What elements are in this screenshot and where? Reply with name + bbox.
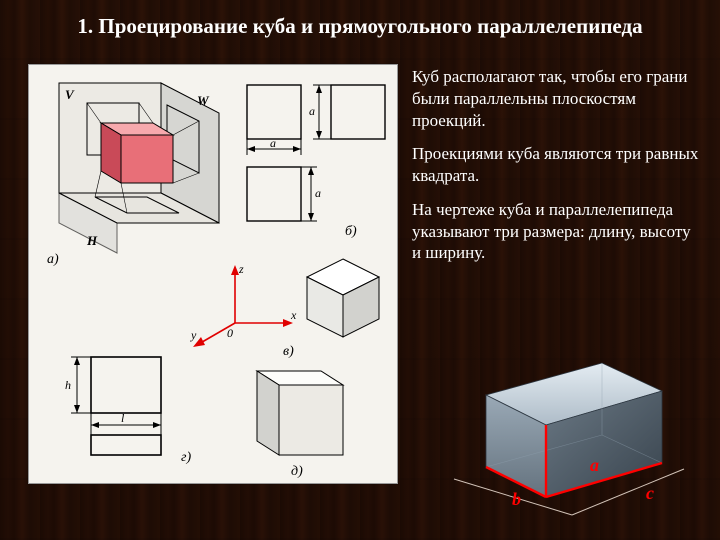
subfig-b: a a a б) xyxy=(247,85,385,239)
description-text: Куб располагают так, чтобы его грани был… xyxy=(412,66,702,276)
svg-text:г): г) xyxy=(181,450,191,465)
projection-figure: V W H а) a a a б) xyxy=(28,64,398,484)
glassbox-svg xyxy=(450,355,690,525)
svg-text:x: x xyxy=(290,308,297,322)
svg-text:W: W xyxy=(197,93,210,108)
subfig-g: h l г) xyxy=(65,357,191,465)
page-title: 1. Проецирование куба и прямоугольного п… xyxy=(40,14,680,39)
paragraph-3: На чертеже куба и параллелепипеда указыв… xyxy=(412,199,702,264)
figure-svg: V W H а) a a a б) xyxy=(29,65,399,485)
svg-text:y: y xyxy=(190,328,197,342)
subfig-a: V W H а) xyxy=(47,83,219,267)
svg-text:V: V xyxy=(65,87,75,102)
paragraph-2: Проекциями куба являются три равных квад… xyxy=(412,143,702,187)
svg-text:a: a xyxy=(309,104,315,118)
svg-text:в): в) xyxy=(283,344,294,359)
subfig-v: z x y 0 в) xyxy=(190,259,379,359)
dim-c: c xyxy=(646,483,654,504)
dim-a: a xyxy=(590,455,599,476)
svg-text:a: a xyxy=(315,186,321,200)
glass-parallelepiped: a b c xyxy=(450,355,690,525)
subfig-d: д) xyxy=(257,371,343,479)
svg-text:H: H xyxy=(86,233,98,248)
paragraph-1: Куб располагают так, чтобы его грани был… xyxy=(412,66,702,131)
svg-text:z: z xyxy=(238,262,244,276)
svg-text:а): а) xyxy=(47,252,59,267)
svg-text:a: a xyxy=(270,136,276,150)
svg-text:б): б) xyxy=(345,224,357,239)
svg-text:д): д) xyxy=(291,464,303,479)
svg-text:0: 0 xyxy=(227,326,233,340)
dim-b: b xyxy=(512,489,521,510)
svg-text:h: h xyxy=(65,378,71,392)
